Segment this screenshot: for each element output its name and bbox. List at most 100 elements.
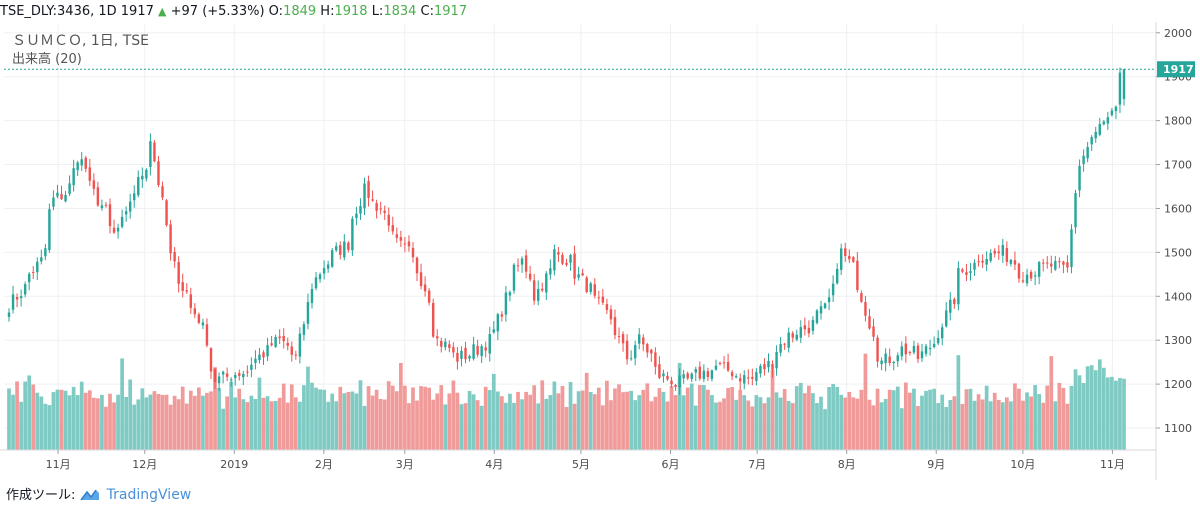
last-price-badge: 1917 (1157, 61, 1195, 78)
volume-bar (625, 391, 629, 450)
candle-body (339, 245, 342, 255)
candle-body (444, 341, 447, 348)
candle-body (1041, 262, 1045, 264)
volume-bar (629, 390, 633, 450)
candle-body (678, 375, 681, 388)
candle-down (1050, 255, 1053, 274)
candle-body (811, 320, 815, 331)
candle-body (524, 255, 528, 272)
candle-up (472, 336, 475, 361)
candle-body (32, 271, 35, 273)
volume-bar (665, 401, 670, 450)
candle-down (60, 185, 63, 201)
volume-bar (281, 383, 286, 450)
candle-down (448, 340, 451, 353)
volume-bar (455, 392, 460, 450)
candle-up (577, 266, 580, 281)
volume-bar (217, 387, 221, 450)
candlestick-chart[interactable]: 1100120013001400150016001700180019002000… (0, 22, 1200, 480)
candle-body (149, 141, 152, 168)
candle-up (298, 327, 302, 364)
candle-body (989, 252, 992, 261)
volume-bar (835, 386, 840, 450)
candle-body (201, 322, 205, 326)
candle-body (40, 257, 43, 262)
candle-down (1029, 269, 1033, 282)
candle-down (722, 356, 726, 369)
volume-bar (657, 388, 662, 450)
candle-body (1114, 106, 1118, 112)
candle-down (391, 216, 394, 235)
candle-down (411, 242, 415, 263)
candle-body (7, 312, 11, 317)
volume-bar (419, 386, 423, 450)
tradingview-logo[interactable]: TradingView (79, 487, 192, 503)
candle-body (928, 348, 932, 350)
volume-bar (253, 399, 258, 450)
candle-body (819, 306, 823, 314)
candle-down (500, 311, 504, 322)
price-up-arrow-icon: ▲ (158, 5, 167, 18)
volume-bar (43, 403, 48, 450)
candle-body (100, 205, 104, 209)
candle-down (476, 339, 479, 358)
candle-down (440, 337, 443, 353)
candle-up (492, 320, 495, 334)
candle-down (165, 199, 168, 227)
candle-body (771, 363, 774, 370)
candle-body (508, 292, 512, 296)
candle-up (512, 263, 516, 294)
price-change: +97 (+5.33%) (170, 4, 265, 19)
volume-bar (811, 393, 815, 450)
volume-bar (601, 405, 605, 450)
volume-bar (314, 387, 318, 450)
candle-body (44, 248, 47, 257)
time-tick-label: 4月 (485, 458, 503, 471)
time-tick-label: 5月 (572, 458, 590, 471)
candle-down (112, 219, 116, 234)
volume-bar (697, 385, 702, 450)
volume-bar (1057, 382, 1062, 450)
candle-up (682, 369, 685, 384)
candle-up (27, 272, 31, 291)
volume-bar (495, 391, 500, 450)
candle-down (1046, 256, 1049, 269)
volume-bar (1085, 366, 1090, 450)
volume-bar (249, 395, 254, 450)
candle-down (868, 308, 871, 330)
candle-up (1122, 68, 1126, 106)
candle-body (258, 354, 261, 361)
candle-body (104, 204, 108, 206)
volume-bar (160, 394, 165, 450)
volume-bar (104, 406, 108, 450)
candle-down (278, 329, 281, 345)
candle-down (371, 190, 374, 202)
candle-up (884, 348, 887, 372)
candle-body (1102, 121, 1106, 125)
tradingview-brand: TradingView (106, 487, 192, 503)
volume-bar (467, 390, 472, 450)
candle-body (1094, 131, 1097, 139)
volume-bar (1069, 385, 1074, 450)
candle-body (581, 273, 584, 276)
candle-down (666, 371, 669, 381)
volume-bar (875, 388, 880, 450)
candle-up (124, 206, 128, 222)
candle-body (613, 317, 617, 336)
candle-up (945, 302, 948, 328)
candle-body (480, 346, 483, 357)
candle-up (989, 249, 992, 263)
volume-bar (669, 386, 674, 450)
candle-up (767, 353, 770, 373)
candle-body (464, 347, 467, 360)
candle-body (815, 310, 819, 323)
candle-up (242, 370, 245, 386)
candle-body (1001, 244, 1005, 256)
candle-body (787, 332, 790, 348)
candle-down (290, 341, 294, 362)
candle-body (48, 209, 51, 251)
candle-up (710, 369, 714, 382)
candle-down (282, 328, 285, 349)
candle-body (1009, 259, 1013, 264)
candle-body (68, 183, 71, 194)
